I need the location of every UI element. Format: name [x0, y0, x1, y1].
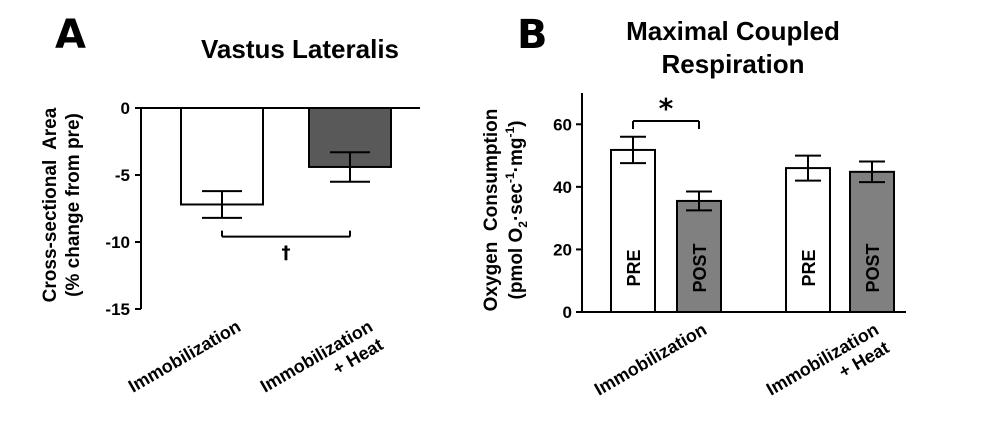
panel-b-x-label-immobilization-heat: Immobilization+ Heat [763, 319, 893, 418]
panel-a-y-tick-label: -5 [115, 166, 130, 185]
panel-b-title-line2: Respiration [661, 49, 804, 79]
ylabel-units-sub: 2 [516, 221, 530, 228]
panel-a-significance-dagger: † [282, 243, 291, 264]
panel-letter-a: A [55, 12, 86, 58]
panel-a-y-tick-label: -10 [105, 233, 130, 252]
panel-b-bars [610, 148, 895, 313]
panel-b-title-line1: Maximal Coupled [626, 16, 840, 46]
panel-b-bar-pre [610, 148, 656, 313]
panel-b-y-tick-label: 60 [553, 115, 572, 134]
panel-a-y-ticks: 0 -5 -10 -15 [105, 99, 141, 319]
panel-a-x-label-immobilization: Immobilization [125, 316, 244, 396]
panel-b-bar-label-pre: PRE [624, 249, 644, 286]
panel-b-y-tick-label: 0 [563, 303, 572, 322]
panel-a-x-labels: Immobilization Immobilization+ Heat [125, 316, 387, 415]
panel-b-bar-post [676, 199, 722, 313]
ylabel-units-mid2: ·mg [506, 138, 527, 173]
panel-b-y-tick-label: 20 [553, 240, 572, 259]
panel-b-y-axis-label: Oxygen Consumption (pmol O2·sec-1·mg-1) [481, 109, 530, 312]
panel-b-x-label-immobilization-line: Immobilization [591, 319, 710, 399]
panel-b-bar-label-post: POST [863, 243, 883, 292]
panel-a-ylabel-line1: Cross-sectional Area [40, 107, 61, 302]
panel-letter-b: B [517, 12, 548, 58]
panel-b-bar-post [849, 170, 895, 313]
panel-b-ylabel-line2: (pmol O2·sec-1·mg-1) [503, 121, 530, 300]
panel-a-y-axis-label: Cross-sectional Area (% change from pre) [40, 107, 84, 302]
panel-a-error-bars [202, 151, 370, 219]
panel-b-bar-label-post: POST [690, 243, 710, 292]
panel-b-bar-pre [785, 167, 831, 313]
panel-a-x-label-immobilization-heat: Immobilization+ Heat [257, 316, 387, 415]
panel-b-annotation: * [632, 92, 700, 129]
panel-a-annotation: † [221, 230, 351, 264]
panel-b-bar-label-pre: PRE [799, 249, 819, 286]
panel-a-y-tick-label: -15 [105, 300, 130, 319]
panel-b-ylabel-line1: Oxygen Consumption [481, 109, 502, 312]
panel-a-x-label-immobilization-line: Immobilization [125, 316, 244, 396]
panel-a-ylabel-line2: (% change from pre) [63, 113, 84, 297]
panel-a: A Vastus Lateralis Cross-sectional Area … [40, 12, 420, 415]
panel-b-error-bars [620, 135, 885, 212]
panel-a-title: Vastus Lateralis [201, 34, 399, 64]
ylabel-units-pre: (pmol O [506, 228, 527, 300]
panel-a-y-tick-label: 0 [121, 99, 130, 118]
panel-a-bar [180, 107, 264, 206]
panel-b-y-tick-label: 40 [553, 178, 572, 197]
panel-b-significance-asterisk: * [659, 92, 674, 125]
panel-a-bars [180, 107, 392, 206]
ylabel-units-mid1: ·sec [506, 183, 527, 221]
panel-b-x-labels: Immobilization Immobilization+ Heat [591, 319, 893, 418]
panel-b: B Maximal Coupled Respiration Oxygen Con… [481, 12, 906, 418]
panel-b-x-label-immobilization: Immobilization [591, 319, 710, 399]
panel-b-y-ticks: 0 20 40 60 [553, 115, 582, 322]
ylabel-units-sup2: -1 [503, 127, 517, 138]
panel-b-bar-labels: PRE PRE POST POST [624, 243, 883, 292]
ylabel-units-sup1: -1 [503, 172, 517, 183]
ylabel-units-post: ) [506, 121, 527, 127]
